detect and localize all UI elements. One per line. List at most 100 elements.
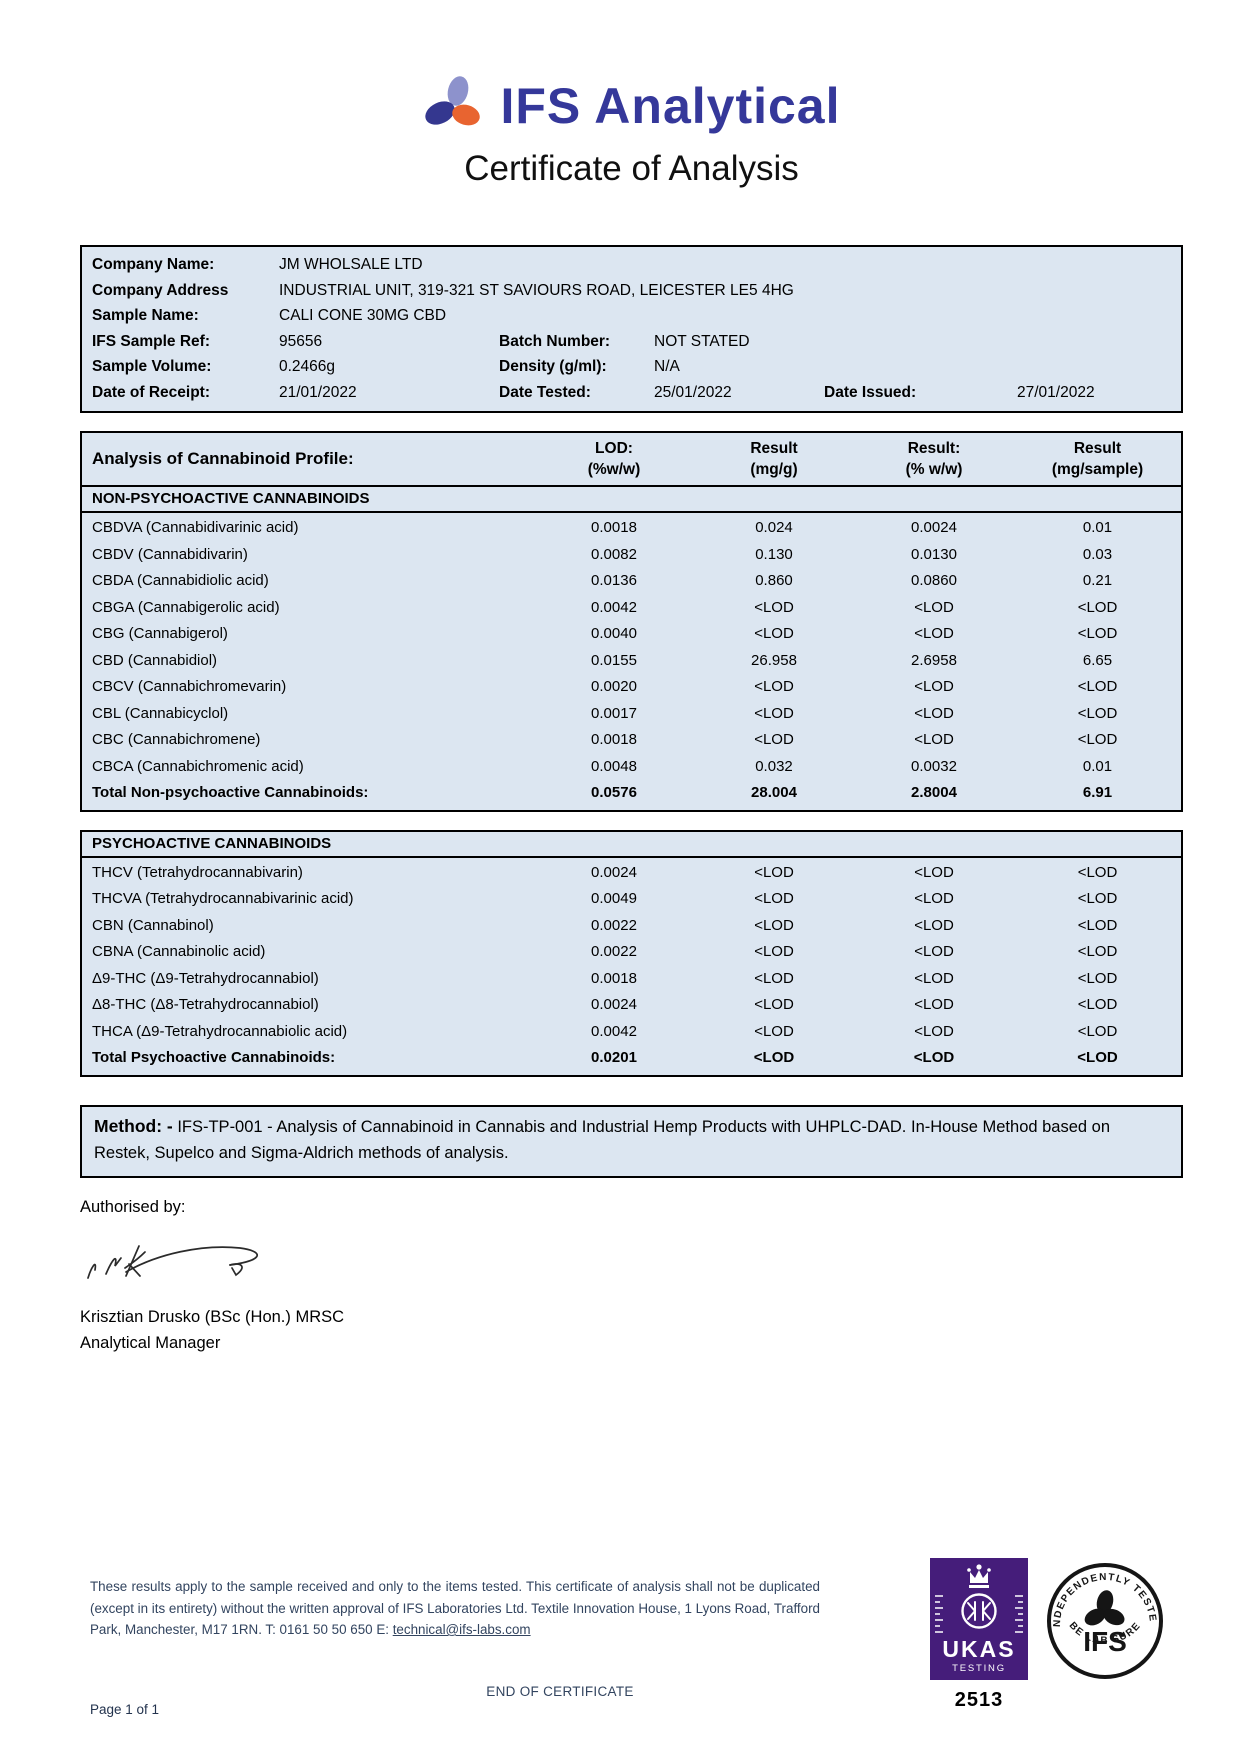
result-mg-g: <LOD (754, 625, 794, 642)
analyte-name: CBCA (Cannabichromenic acid) (92, 757, 304, 775)
ifs-blob-icon (1084, 1590, 1125, 1626)
table-row: CBG (Cannabigerol) 0.0040 <LOD <LOD <LOD (82, 621, 1181, 648)
analyte-name: THCVA (Tetrahydrocannabivarinic acid) (92, 890, 354, 907)
table-row: CBCV (Cannabichromevarin) 0.0020 <LOD <LOD <… (82, 674, 1181, 701)
result-mg-sample: 0.21 (1082, 572, 1113, 589)
table-row: CBN (Cannabinol) 0.0022 <LOD <LOD <LOD (82, 913, 1181, 940)
result-mg-sample: <LOD (1077, 916, 1118, 934)
result-pct-ww: <LOD (914, 890, 954, 907)
svg-text:UKAS: UKAS (942, 1636, 1015, 1662)
analyte-name: CBDA (Cannabidiolic acid) (92, 572, 269, 589)
info-value: NOT STATED (654, 332, 750, 350)
table-row: CBC (Cannabichromene) 0.0018 <LOD <LOD <LOD (82, 727, 1181, 754)
result-pct-ww: <LOD (914, 916, 954, 934)
lod-value: 0.0576 (591, 784, 637, 801)
info-label: Date Tested: (499, 383, 591, 401)
lod-value: 0.0018 (591, 519, 637, 536)
lod-value: 0.0082 (591, 545, 637, 563)
result-mg-g: <LOD (754, 598, 794, 616)
result-pct-ww: <LOD (914, 1022, 954, 1040)
info-value: 25/01/2022 (654, 383, 732, 401)
lod-value: 0.0040 (591, 625, 637, 642)
info-label: Sample Volume: (92, 358, 212, 375)
table-row: CBDVA (Cannabidivarinic acid) 0.0018 0.024… (82, 515, 1181, 542)
result-mg-g: 0.032 (755, 757, 793, 775)
result-mg-g: <LOD (754, 1022, 794, 1040)
authorised-by-label: Authorised by: (80, 1197, 186, 1216)
result-mg-sample: <LOD (1077, 890, 1118, 907)
column-header-mg-g: Result (mg/g) (750, 440, 798, 478)
info-label: Company Name: (92, 256, 215, 273)
result-mg-g: <LOD (754, 969, 794, 987)
info-value: JM WHOLSALE LTD (279, 256, 423, 273)
result-mg-sample: <LOD (1077, 969, 1118, 987)
lod-value: 0.0201 (591, 1049, 637, 1066)
info-label: Sample Name: (92, 307, 199, 324)
total-label: Total Non-psychoactive Cannabinoids: (92, 784, 369, 801)
result-pct-ww: <LOD (914, 598, 954, 616)
signatory-role: Analytical Manager (80, 1333, 221, 1352)
result-mg-g: <LOD (754, 943, 794, 960)
svg-text:TESTING: TESTING (952, 1663, 1006, 1674)
result-mg-sample: 0.01 (1082, 757, 1113, 775)
info-row: IFS Sample Ref: 95656 Batch Number: NOT STA… (82, 329, 1181, 355)
document-title: Certificate of Analysis (464, 149, 799, 188)
analyte-name: Δ9-THC (Δ9-Tetrahydrocannabiol) (92, 969, 319, 987)
result-pct-ww: 0.0130 (911, 545, 957, 563)
result-mg-g: <LOD (754, 678, 794, 695)
info-value: N/A (654, 358, 680, 375)
ukas-logo: UKAS TESTING 2513 (930, 1558, 1028, 1712)
table-row: CBD (Cannabidiol) 0.0155 26.958 2.6958 6.65 (82, 648, 1181, 675)
cannabinoid-table-non-psychoactive: Analysis of Cannabinoid Profile: LOD: (%w… (80, 431, 1183, 812)
info-label: IFS Sample Ref: (92, 332, 210, 350)
table-row: CBNA (Cannabinolic acid) 0.0022 <LOD <LOD <L… (82, 939, 1181, 966)
result-mg-sample: <LOD (1077, 1049, 1118, 1066)
result-mg-g: <LOD (754, 863, 794, 881)
svg-text:IFS: IFS (1083, 1626, 1127, 1657)
result-mg-sample: <LOD (1077, 1022, 1118, 1040)
info-value: 0.2466g (279, 358, 336, 375)
ukas-testing-mark: UKAS TESTING (930, 1558, 1028, 1680)
result-mg-sample: 6.91 (1082, 784, 1113, 801)
crown-icon (967, 1564, 991, 1588)
info-row: Company Name: JM WHOLSALE LTD (82, 252, 1181, 278)
table-row: CBDA (Cannabidiolic acid) 0.0136 0.860 0.08… (82, 568, 1181, 595)
result-mg-sample: <LOD (1077, 704, 1118, 722)
table-row: CBDV (Cannabidivarin) 0.0082 0.130 0.0130 0.… (82, 542, 1181, 569)
result-pct-ww: <LOD (914, 996, 954, 1013)
table-row: THCV (Tetrahydrocannabivarin) 0.0024 <LOD <… (82, 860, 1181, 887)
lod-value: 0.0024 (591, 863, 637, 881)
result-mg-g: 0.860 (755, 572, 793, 589)
analyte-name: CBCV (Cannabichromevarin) (92, 678, 287, 695)
result-mg-sample: <LOD (1077, 943, 1118, 960)
lod-value: 0.0017 (591, 704, 637, 722)
signature-image (82, 1229, 1183, 1296)
section-header: NON-PSYCHOACTIVE CANNABINOIDS (82, 487, 1181, 513)
result-mg-g: <LOD (754, 916, 794, 934)
analyte-name: THCV (Tetrahydrocannabivarin) (92, 863, 303, 881)
result-mg-sample: <LOD (1077, 598, 1118, 616)
table-total-row: Total Psychoactive Cannabinoids: 0.0201 <L… (82, 1045, 1181, 1072)
table-header-row: Analysis of Cannabinoid Profile: LOD: (%w… (82, 433, 1181, 487)
result-mg-sample: <LOD (1077, 625, 1118, 642)
result-mg-sample: 0.03 (1082, 545, 1113, 563)
method-box: Method: - IFS-TP-001 - Analysis of Canna… (80, 1104, 1183, 1178)
lod-value: 0.0136 (591, 572, 637, 589)
result-pct-ww: 0.0024 (911, 519, 957, 536)
analyte-name: CBDVA (Cannabidivarinic acid) (92, 519, 299, 536)
result-mg-sample: <LOD (1077, 678, 1118, 695)
column-header-pct-ww: Result: (% w/w) (905, 440, 963, 478)
email-link[interactable]: technical@ifs-labs.com (392, 1622, 531, 1637)
table-total-row: Total Non-psychoactive Cannabinoids: 0.05… (82, 780, 1181, 807)
disclaimer-text: These results apply to the sample receiv… (90, 1576, 820, 1641)
analyte-name: CBG (Cannabigerol) (92, 625, 228, 642)
result-pct-ww: <LOD (914, 943, 954, 960)
table-row: THCA (Δ9-Tetrahydrocannabiolic acid) 0.00… (82, 1019, 1181, 1046)
result-mg-g: <LOD (754, 731, 794, 748)
total-label: Total Psychoactive Cannabinoids: (92, 1049, 336, 1066)
lod-value: 0.0018 (591, 969, 637, 987)
result-pct-ww: <LOD (914, 625, 954, 642)
method-text: IFS-TP-001 - Analysis of Cannabinoid in … (94, 1117, 1111, 1162)
brand-name: IFS Analytical (500, 77, 841, 134)
